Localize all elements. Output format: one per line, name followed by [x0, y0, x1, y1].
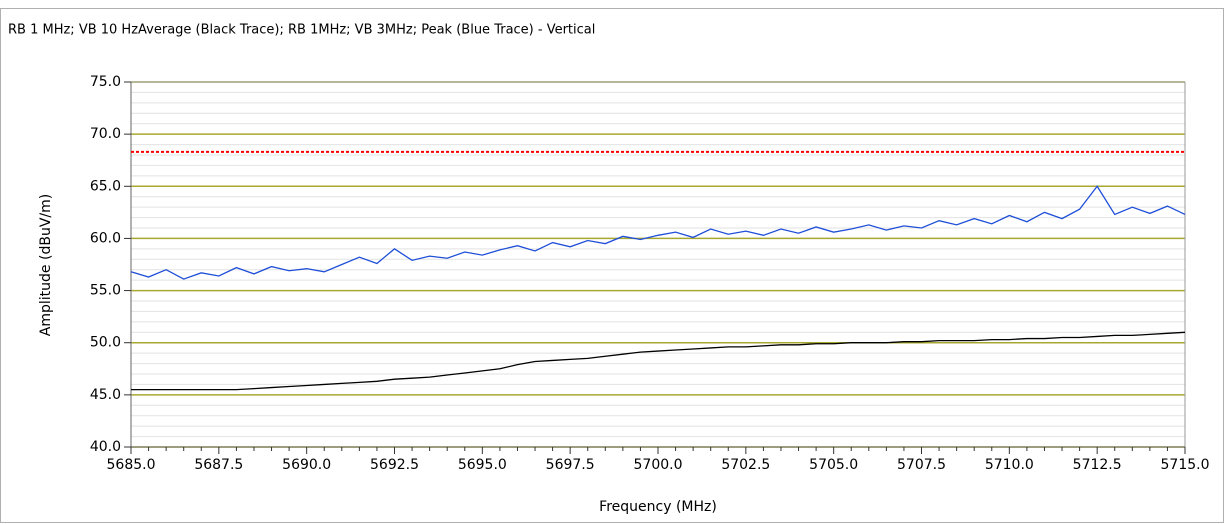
x-axis-label: Frequency (MHz) [599, 499, 717, 515]
x-tick-label: 5690.0 [282, 457, 331, 473]
frame [0, 8, 1224, 523]
y-tick-label: 60.0 [90, 230, 121, 246]
x-tick-label: 5705.0 [809, 457, 858, 473]
y-axis-label: Amplitude (dBuV/m) [38, 194, 54, 336]
x-tick-label: 5700.0 [634, 457, 683, 473]
y-tick-label: 45.0 [90, 387, 121, 403]
plot-background [131, 82, 1185, 447]
trace [131, 331, 1186, 391]
x-tick-label: 5710.0 [985, 457, 1034, 473]
x-tick-label: 5702.5 [721, 457, 770, 473]
y-tick-label: 75.0 [90, 74, 121, 90]
x-tick-label: 5685.0 [107, 457, 156, 473]
y-tick-label: 65.0 [90, 178, 121, 194]
x-tick-label: 5695.0 [458, 457, 507, 473]
y-tick-label: 40.0 [90, 439, 121, 455]
x-tick-label: 5715.0 [1161, 457, 1210, 473]
x-tick-label: 5707.5 [897, 457, 946, 473]
plot-area: 40.0 45.0 50.0 55.0 60.0 65.0 70.0 75.0 5685.0 56… [90, 74, 1210, 473]
chart-title: RB 1 MHz; VB 10 HzAverage (Black Trace);… [8, 23, 595, 38]
x-tick-label: 5712.5 [1073, 457, 1122, 473]
y-tick-label: 55.0 [90, 283, 121, 299]
y-tick-label: 70.0 [90, 126, 121, 142]
y-tick-label: 50.0 [90, 335, 121, 351]
x-tick-label: 5692.5 [370, 457, 419, 473]
trace [130, 185, 1186, 280]
x-tick-label: 5697.5 [546, 457, 595, 473]
x-tick-label: 5687.5 [194, 457, 243, 473]
